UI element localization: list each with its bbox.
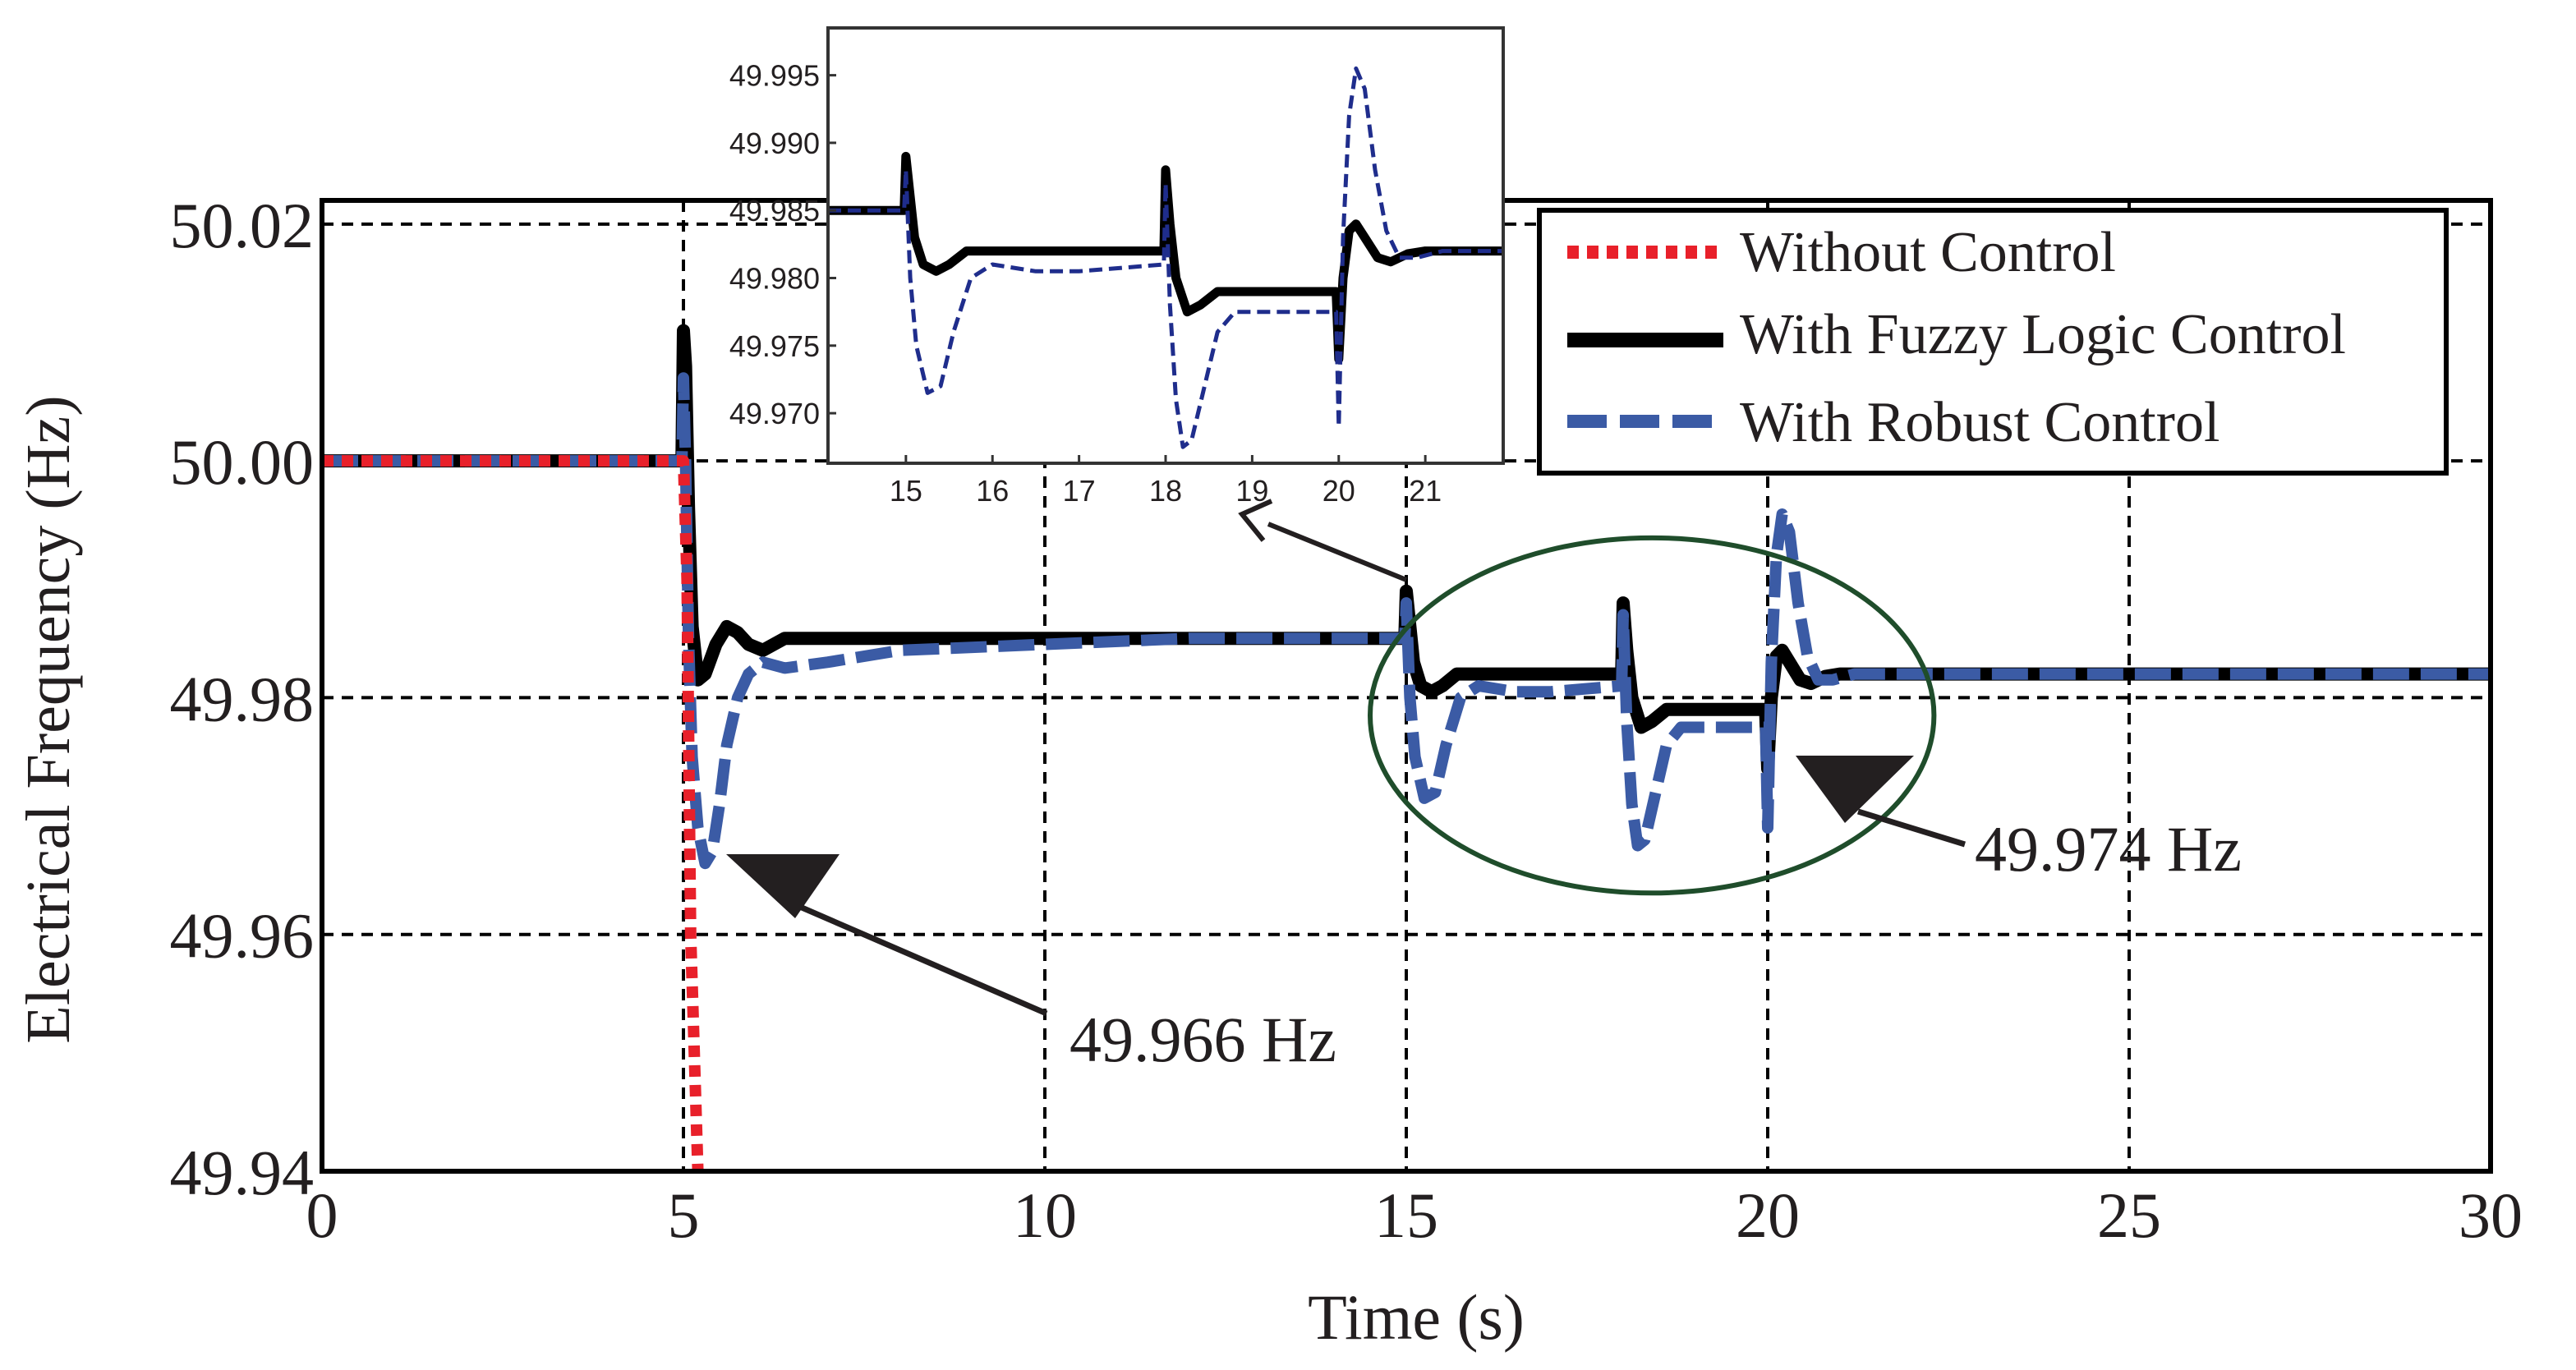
- legend-label-robust-control: With Robust Control: [1740, 391, 2220, 454]
- inset-x-tick-label-21: 21: [1409, 474, 1442, 508]
- y-axis-label: Electrical Frequency (Hz): [14, 395, 83, 1043]
- main-tick-labels: 0 5 10 15 20 25 30 49.94 49.96 49.98 50.00 50.02: [170, 190, 2523, 1251]
- inset-y-tick-label-49-97: 49.970: [729, 397, 820, 430]
- annotation-1-label: 49.966 Hz: [1070, 1004, 1336, 1075]
- y-tick-label-50: 50.00: [170, 426, 315, 498]
- inset-series-line-with-fuzzy-logic-control: [828, 151, 1503, 364]
- annotation-2: 49.974 Hz: [1796, 756, 2242, 885]
- inset-pointer-arrow: [1238, 499, 1408, 582]
- series-line-without-control: [322, 455, 704, 1172]
- legend-label-without-control: Without Control: [1740, 221, 2116, 284]
- inset-y-tick-label-49-99: 49.990: [729, 126, 820, 160]
- annotation-2-arrow-shaft: [1856, 808, 1966, 848]
- inset-pointer-head: [1238, 499, 1273, 542]
- annotation-1: 49.966 Hz: [726, 854, 1336, 1075]
- legend-item-without-control: Without Control: [1567, 221, 2116, 284]
- x-tick-label-20: 20: [1736, 1179, 1800, 1251]
- inset-plot: 15 16 17 18 19 20 21 49.970 49.975 49.980 49.985 49…: [729, 26, 1505, 508]
- main-series: [322, 324, 2491, 1172]
- y-tick-label-49-96: 49.96: [170, 900, 315, 972]
- inset-tick-labels: 15 16 17 18 19 20 21 49.970 49.975 49.980 49.985 49…: [729, 59, 1442, 508]
- annotation-1-arrow-shaft: [787, 899, 1048, 1017]
- y-tick-label-49-94: 49.94: [170, 1137, 315, 1208]
- x-tick-label-10: 10: [1013, 1179, 1077, 1251]
- annotation-2-arrowhead: [1796, 756, 1914, 823]
- inset-y-tick-label-49-985: 49.985: [729, 194, 820, 228]
- legend-label-fuzzy-logic: With Fuzzy Logic Control: [1740, 303, 2346, 366]
- inset-pointer-shaft: [1267, 522, 1408, 582]
- series-line-with-robust-control: [322, 372, 2491, 870]
- legend-item-fuzzy-logic: With Fuzzy Logic Control: [1567, 303, 2346, 366]
- legend-item-robust-control: With Robust Control: [1567, 391, 2220, 454]
- y-tick-label-49-98: 49.98: [170, 663, 315, 734]
- x-axis-label: Time (s): [1308, 1281, 1525, 1353]
- inset-x-tick-label-17: 17: [1063, 474, 1096, 508]
- inset-series-line-with-robust-control: [828, 66, 1503, 449]
- annotation-2-label: 49.974 Hz: [1975, 813, 2242, 885]
- y-tick-label-50-02: 50.02: [170, 190, 315, 261]
- x-tick-label-0: 0: [306, 1179, 338, 1251]
- inset-y-tick-label-49-995: 49.995: [729, 59, 820, 93]
- highlight-ellipse: [1368, 535, 1937, 896]
- x-tick-label-5: 5: [668, 1179, 700, 1251]
- inset-x-tick-label-19: 19: [1235, 474, 1268, 508]
- inset-y-tick-label-49-975: 49.975: [729, 329, 820, 363]
- x-tick-label-30: 30: [2459, 1179, 2523, 1251]
- legend: Without Control With Fuzzy Logic Control…: [1537, 208, 2449, 476]
- inset-x-tick-label-18: 18: [1149, 474, 1182, 508]
- series-line-with-fuzzy-logic-control: [322, 324, 2491, 775]
- inset-y-tick-label-49-98: 49.980: [729, 262, 820, 296]
- inset-x-tick-label-20: 20: [1322, 474, 1355, 508]
- inset-x-tick-label-15: 15: [890, 474, 922, 508]
- inset-x-tick-label-16: 16: [976, 474, 1009, 508]
- x-tick-label-15: 15: [1374, 1179, 1438, 1251]
- annotation-1-arrowhead: [726, 854, 840, 918]
- inset-series: [828, 66, 1503, 449]
- x-tick-label-25: 25: [2097, 1179, 2161, 1251]
